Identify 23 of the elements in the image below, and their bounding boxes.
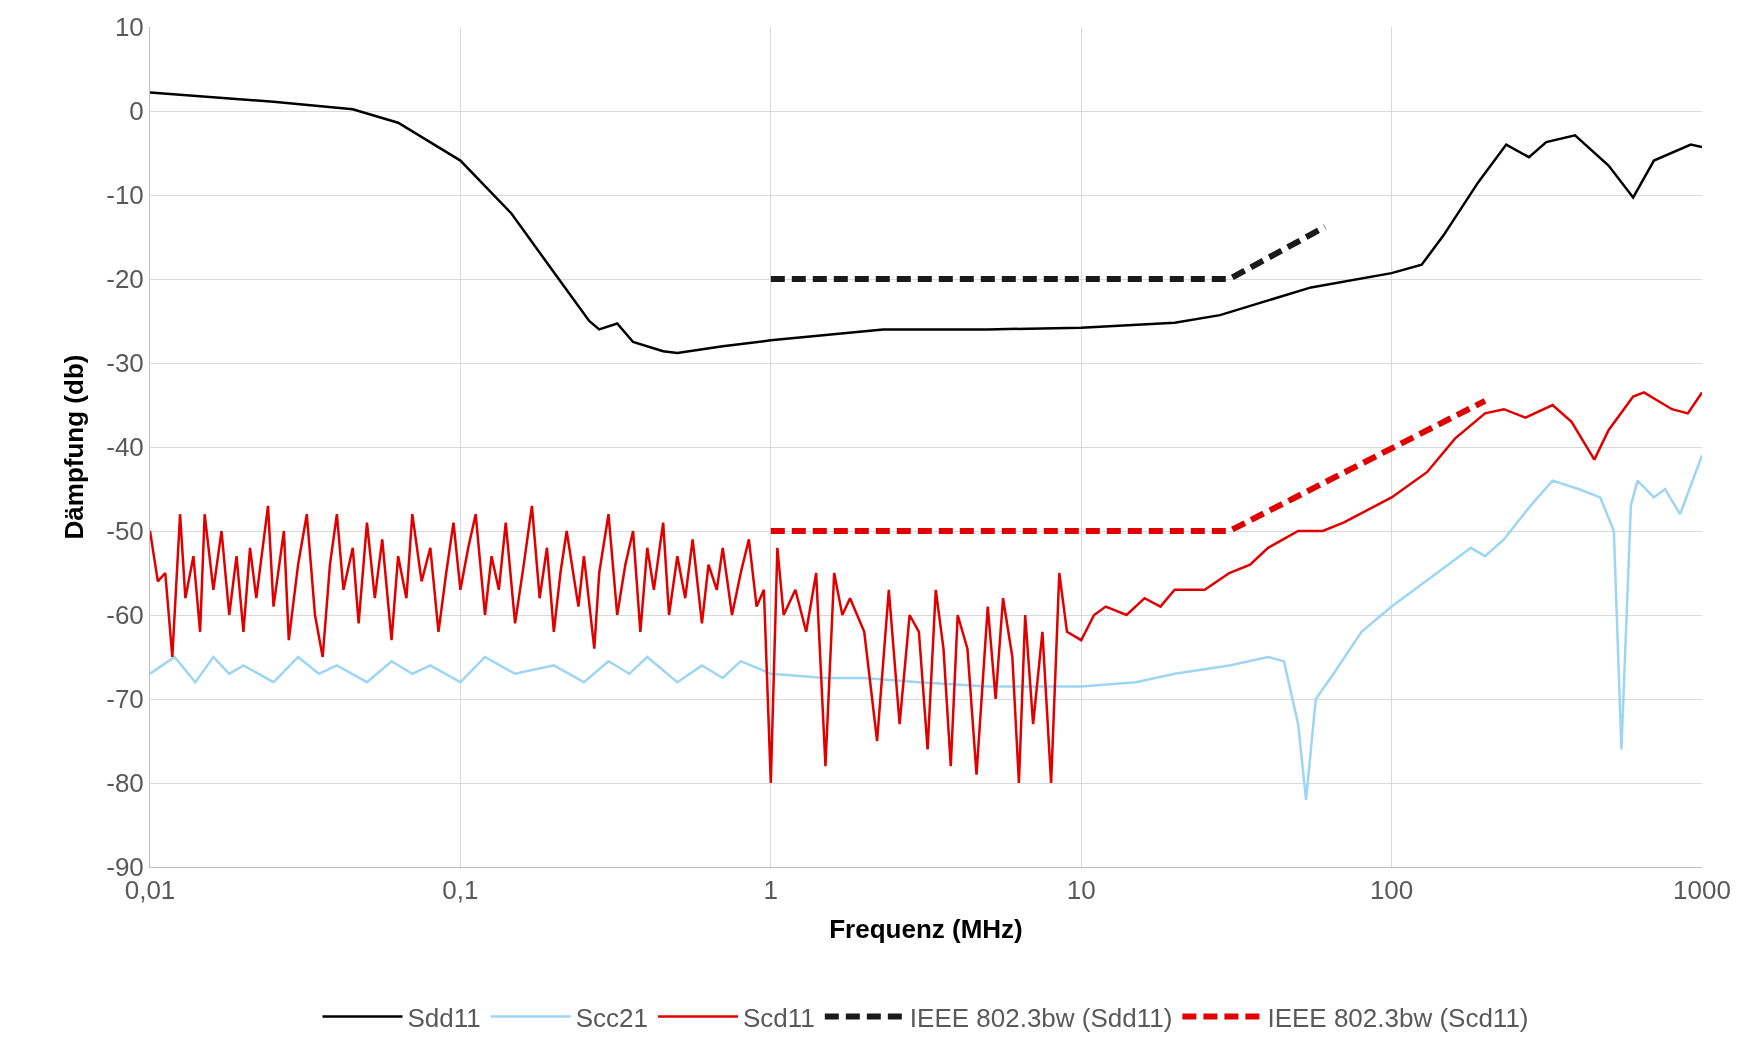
y-tick-label: 0 [129,96,144,127]
legend-label: IEEE 802.3bw (Scd11) [1267,1002,1529,1033]
x-tick-label: 1 [763,875,779,906]
x-tick-label: 100 [1369,875,1414,906]
x-tick-label: 10 [1066,875,1096,906]
y-tick-label: -30 [106,348,144,379]
x-tick-label: 0,1 [442,875,479,906]
legend-label: Scd11 [743,1002,815,1033]
y-tick-label: -60 [106,600,144,631]
y-tick-label: -10 [106,180,144,211]
y-tick-label: -50 [106,516,144,547]
y-tick-label: -40 [106,432,144,463]
y-tick-label: -20 [106,264,144,295]
legend-label: Scc21 [575,1002,649,1033]
legend-label: IEEE 802.3bw (Sdd11) [909,1002,1173,1033]
y-axis-title: Dämpfung (db) [58,354,89,540]
y-tick-label: -80 [106,768,144,799]
legend-label: Sdd11 [407,1002,481,1033]
y-tick-label: -70 [106,684,144,715]
x-tick-label: 1000 [1673,875,1731,906]
y-tick-label: 10 [114,12,144,43]
x-axis-title: Frequenz (MHz) [829,913,1023,944]
x-tick-label: 0,01 [124,875,176,906]
